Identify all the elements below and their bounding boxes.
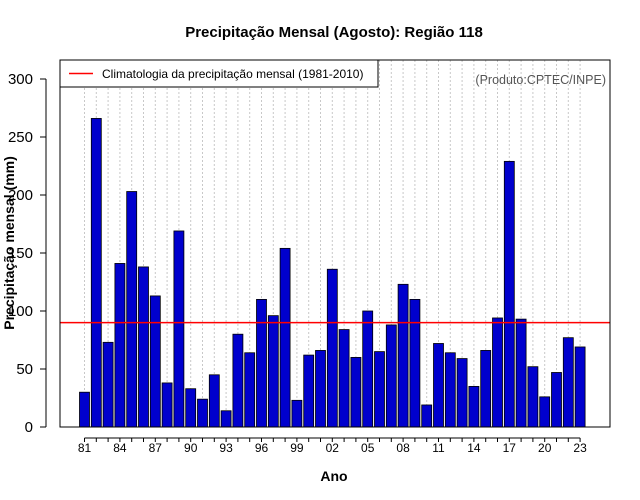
bar-12	[444, 352, 456, 428]
bar-99	[291, 399, 303, 428]
x-tick-label: 02	[326, 441, 340, 455]
bar-84	[114, 263, 126, 428]
legend: Climatologia da precipitação mensal (198…	[59, 59, 379, 88]
bar-86	[138, 266, 149, 428]
bar-14	[468, 385, 480, 428]
y-axis: 0 50 100 150 200 250 300	[8, 71, 47, 436]
bar-85	[126, 191, 138, 428]
bar-15	[480, 350, 492, 428]
x-axis: 81 84 87 90 93 96 99 02 05 08 11 14 17 20 23	[78, 437, 587, 455]
bar-10	[421, 404, 433, 428]
bar-82	[90, 118, 102, 428]
bar-83	[102, 341, 114, 428]
bar-09	[409, 298, 421, 428]
chart-title: Precipitação Mensal (Agosto): Região 118	[185, 24, 483, 41]
legend-box	[59, 59, 379, 88]
x-tick-label: 20	[538, 441, 552, 455]
bar-23	[574, 346, 586, 428]
x-tick-label: 90	[184, 441, 198, 455]
y-tick-label: 100	[8, 303, 33, 320]
bars-layer	[79, 118, 586, 428]
bar-01	[315, 350, 326, 428]
bar-93	[220, 410, 232, 428]
bar-88	[161, 382, 173, 428]
bar-19	[527, 366, 539, 428]
x-tick-label: 08	[396, 441, 410, 455]
bar-17	[503, 160, 515, 428]
bar-98	[279, 247, 291, 428]
y-tick-label: 250	[8, 129, 33, 146]
x-tick-label: 87	[149, 441, 163, 455]
bar-22	[562, 337, 574, 428]
bar-00	[303, 354, 315, 428]
bar-07	[385, 324, 397, 428]
bar-81	[79, 391, 90, 428]
bar-20	[539, 396, 551, 428]
bar-97	[267, 315, 279, 428]
y-tick-label: 300	[8, 71, 33, 88]
bar-87	[149, 295, 161, 428]
bar-91	[197, 398, 208, 428]
y-tick-label: 50	[16, 361, 33, 378]
legend-label: Climatologia da precipitação mensal (198…	[102, 67, 363, 81]
bar-16	[492, 317, 503, 428]
credit-label: (Produto:CPTEC/INPE)	[475, 73, 606, 87]
x-axis-label: Ano	[320, 468, 347, 484]
bar-92	[208, 374, 220, 428]
bar-18	[515, 318, 527, 428]
bar-03	[338, 329, 350, 428]
x-tick-label: 84	[113, 441, 127, 455]
bar-95	[244, 352, 256, 428]
bar-13	[456, 358, 468, 428]
bar-11	[433, 343, 444, 428]
bar-02	[326, 268, 338, 428]
bar-89	[173, 230, 185, 428]
x-tick-label: 81	[78, 441, 92, 455]
x-tick-label: 11	[432, 441, 445, 455]
bar-94	[232, 333, 244, 428]
bar-06	[374, 351, 385, 428]
y-tick-label: 200	[8, 187, 33, 204]
x-tick-label: 23	[573, 441, 587, 455]
y-axis-label: Precipitação mensal (mm)	[1, 156, 17, 330]
bar-90	[185, 388, 197, 428]
x-tick-label: 05	[361, 441, 375, 455]
bar-04	[350, 356, 362, 428]
bar-21	[551, 372, 562, 428]
bar-05	[362, 310, 374, 428]
y-tick-label: 150	[8, 245, 33, 262]
bar-96	[256, 298, 267, 428]
y-tick-label: 0	[25, 419, 33, 436]
x-tick-label: 93	[219, 441, 233, 455]
x-tick-label: 17	[503, 441, 517, 455]
x-tick-label: 99	[290, 441, 304, 455]
x-tick-label: 96	[255, 441, 269, 455]
bar-08	[397, 283, 409, 428]
x-tick-label: 14	[467, 441, 481, 455]
